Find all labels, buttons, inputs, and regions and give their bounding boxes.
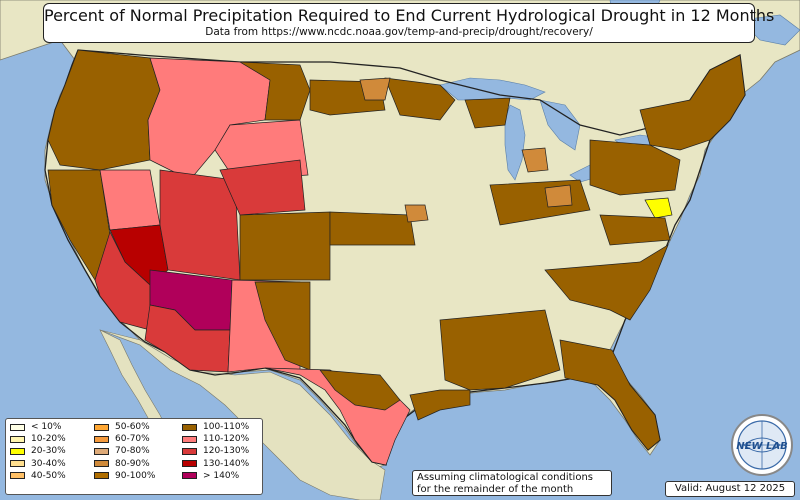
region-nevada — [99, 169, 161, 231]
region-kansas-south — [404, 204, 429, 223]
legend-item: 30-40% — [10, 458, 66, 470]
legend-label: 30-40% — [31, 458, 66, 469]
drought-regions — [47, 49, 746, 466]
legend-swatch — [10, 447, 25, 455]
legend-item: < 10% — [10, 421, 66, 433]
valid-date: Valid: August 12 2025 — [665, 481, 795, 497]
legend-item: 90-100% — [94, 470, 155, 482]
legend-swatch — [182, 460, 197, 468]
region-wyoming-south — [219, 159, 306, 216]
legend-item: 130-140% — [182, 458, 249, 470]
legend-label: 10-20% — [31, 434, 66, 445]
legend-label: 90-100% — [115, 470, 156, 481]
region-carolinas — [544, 244, 669, 321]
legend-item: 60-70% — [94, 433, 155, 445]
legend-swatch — [182, 435, 197, 443]
legend-item: 50-60% — [94, 421, 155, 433]
region-maryland — [644, 197, 673, 219]
region-georgia-florida — [559, 339, 661, 451]
legend-swatch — [182, 447, 197, 455]
region-central-texas — [319, 369, 401, 411]
legend-column-1: < 10% 10-20% 20-30% 30-40% 40-50% — [10, 421, 66, 482]
region-new-england — [639, 54, 746, 151]
legend-label: 110-120% — [203, 434, 250, 445]
region-nm-east — [254, 281, 311, 371]
map-title: Percent of Normal Precipitation Required… — [44, 6, 775, 25]
legend-item: 10-20% — [10, 433, 66, 445]
note-line-2: for the remainder of the month — [417, 484, 574, 495]
legend-label: > 140% — [203, 470, 240, 481]
legend-item: 20-30% — [10, 445, 66, 457]
legend-label: 60-70% — [115, 434, 150, 445]
legend-swatch — [10, 423, 25, 431]
legend: < 10% 10-20% 20-30% 30-40% 40-50% 50-60% 60-7… — [5, 418, 263, 495]
title-box: Percent of Normal Precipitation Required… — [43, 3, 775, 43]
region-texas-coast — [409, 389, 471, 421]
legend-item: 80-90% — [94, 458, 155, 470]
legend-item: 70-80% — [94, 445, 155, 457]
logo-text: NEW LAB — [736, 441, 787, 452]
legend-label: 70-80% — [115, 446, 150, 457]
region-new-york-pa — [589, 139, 681, 196]
legend-column-3: 100-110% 110-120% 120-130% 130-140% > 140% — [182, 421, 249, 482]
region-virginia — [599, 214, 671, 246]
legend-swatch — [94, 472, 109, 480]
region-mississippi-alabama — [439, 309, 561, 391]
legend-label: 120-130% — [203, 446, 250, 457]
map-subtitle: Data from https://www.ncdc.noaa.gov/temp… — [205, 26, 593, 38]
legend-item: 120-130% — [182, 445, 249, 457]
region-nebraska-kansas — [329, 211, 416, 246]
legend-label: 40-50% — [31, 470, 66, 481]
region-nd-80-90 — [359, 77, 391, 101]
assumption-note: Assuming climatological conditions for t… — [412, 470, 612, 496]
legend-label: 20-30% — [31, 446, 66, 457]
region-indiana-80-90 — [544, 184, 573, 208]
lake-huron — [539, 99, 581, 151]
legend-label: 80-90% — [115, 458, 150, 469]
legend-swatch — [10, 472, 25, 480]
legend-item: 110-120% — [182, 433, 249, 445]
legend-label: 130-140% — [203, 458, 250, 469]
legend-swatch — [94, 435, 109, 443]
region-minnesota-north — [384, 77, 456, 121]
legend-label: 100-110% — [203, 422, 250, 433]
mexico — [99, 329, 386, 500]
legend-swatch — [94, 447, 109, 455]
legend-item: 40-50% — [10, 470, 66, 482]
legend-swatch — [10, 435, 25, 443]
legend-label: 50-60% — [115, 422, 150, 433]
st-lawrence-gulf — [739, 14, 800, 46]
legend-label: < 10% — [31, 422, 62, 433]
region-utah — [159, 169, 241, 281]
legend-column-2: 50-60% 60-70% 70-80% 80-90% 90-100% — [94, 421, 155, 482]
legend-swatch — [182, 472, 197, 480]
legend-item: 100-110% — [182, 421, 249, 433]
legend-swatch — [10, 460, 25, 468]
lake-michigan — [504, 104, 526, 181]
region-michigan-lp — [521, 147, 549, 173]
legend-swatch — [182, 423, 197, 431]
region-michigan-up — [464, 97, 511, 129]
legend-swatch — [94, 423, 109, 431]
legend-swatch — [94, 460, 109, 468]
legend-item: > 140% — [182, 470, 249, 482]
region-colorado — [239, 211, 331, 281]
lab-logo: NEW LAB — [731, 414, 793, 476]
note-line-1: Assuming climatological conditions — [417, 472, 593, 483]
